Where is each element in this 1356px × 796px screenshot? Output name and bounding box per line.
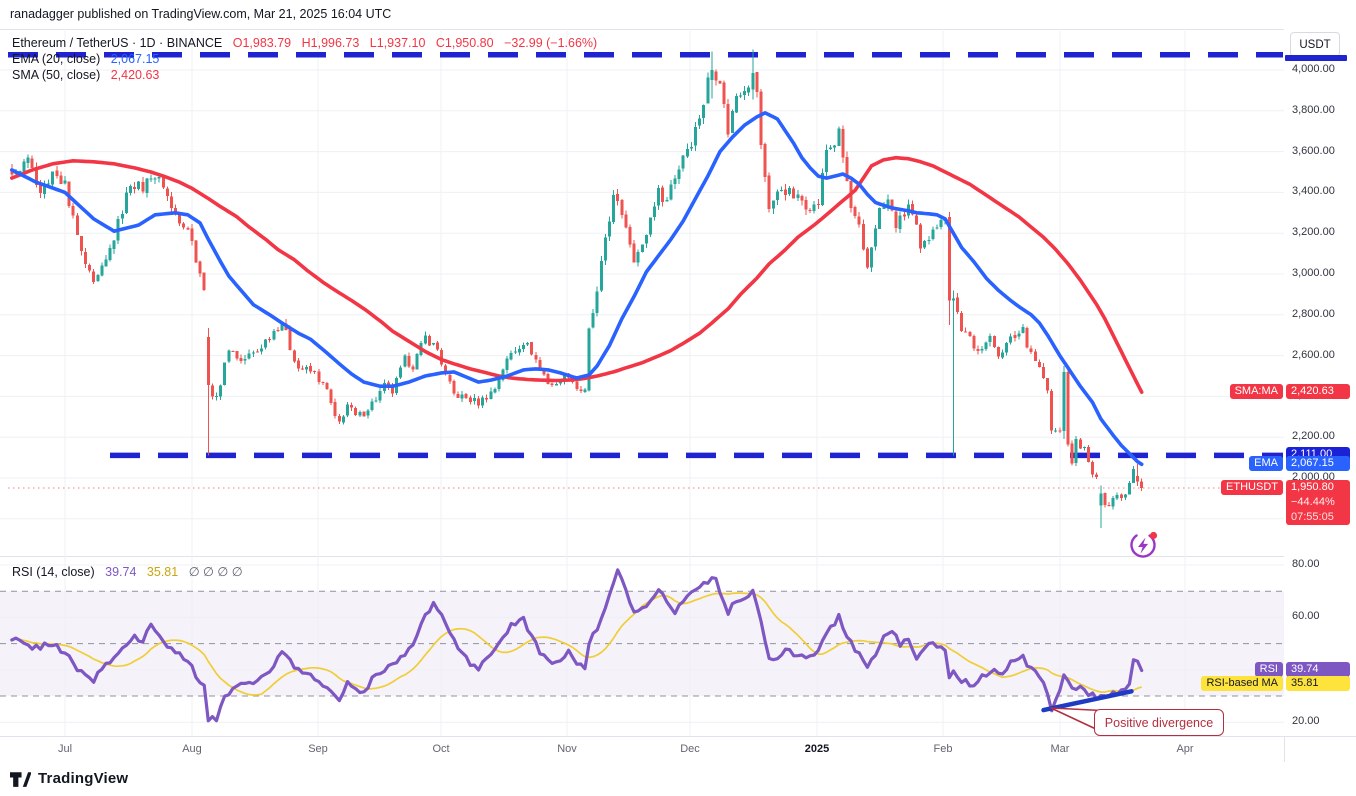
time-axis-label: Aug xyxy=(182,743,202,755)
rsi-chart-canvas[interactable] xyxy=(0,556,1284,736)
resistance-axis-marker xyxy=(1285,55,1347,61)
time-axis-label: 2025 xyxy=(804,743,830,755)
price-axis-label: 3,200.00 xyxy=(1292,226,1335,239)
price-axis-label: 2,000.00 xyxy=(1292,471,1335,483)
ema-axis-value-chip: 2,067.15 xyxy=(1286,456,1350,472)
watermark-text: TradingView xyxy=(38,770,129,787)
top-border xyxy=(0,29,1356,30)
price-axis-label: 2,600.00 xyxy=(1292,348,1335,361)
candle-countdown: 07:55:05 xyxy=(1291,511,1334,524)
rsi-line[interactable] xyxy=(10,568,1144,723)
last-price-change: −44.44% xyxy=(1291,496,1335,509)
price-axis-label: 3,400.00 xyxy=(1292,185,1335,198)
time-axis-label: Nov xyxy=(557,743,577,755)
lightning-marker-icon[interactable] xyxy=(1126,526,1162,562)
time-axis-label: Sep xyxy=(308,743,328,755)
price-axis-label: 4,000.00 xyxy=(1292,63,1335,75)
sma-axis-value-chip: 2,420.63 xyxy=(1286,384,1350,400)
currency-button[interactable]: USDT xyxy=(1290,32,1340,57)
tradingview-logo-icon xyxy=(10,772,31,787)
pane-separator[interactable] xyxy=(0,556,1284,557)
tradingview-watermark[interactable]: TradingView xyxy=(10,768,128,789)
time-axis-label: Oct xyxy=(432,743,450,755)
time-axis-label: Apr xyxy=(1176,743,1194,755)
price-axis-label: 2,200.00 xyxy=(1292,430,1335,443)
rsi-ma-label-chip: RSI-based MA xyxy=(1201,675,1283,691)
rsi-axis-label: 20.00 xyxy=(1292,715,1320,728)
price-axis-label: 3,000.00 xyxy=(1292,267,1335,279)
divergence-trendline[interactable] xyxy=(1041,689,1134,713)
rsi-axis-value-chip: 39.74 xyxy=(1286,662,1350,678)
ema-line-label-chip: EMA xyxy=(1249,456,1283,472)
symbol-label-chip: ETHUSDT xyxy=(1221,480,1283,496)
time-axis-label: Jul xyxy=(57,743,73,755)
grid-lines xyxy=(0,29,1284,556)
time-axis-label: Mar xyxy=(1050,743,1070,755)
price-axis-label: 2,800.00 xyxy=(1292,307,1335,320)
price-axis-label: 3,800.00 xyxy=(1292,103,1335,116)
last-price-value: 1,950.80 xyxy=(1291,481,1334,494)
price-chart-canvas[interactable] xyxy=(0,29,1284,556)
sma-line-label-chip: SMA:MA xyxy=(1229,384,1283,400)
rsi-ma-line[interactable] xyxy=(11,592,1142,696)
positive-divergence-callout[interactable]: Positive divergence xyxy=(1094,709,1224,736)
time-axis-separator xyxy=(0,736,1356,737)
price-axis-label: 3,600.00 xyxy=(1292,144,1335,157)
ema-20-line[interactable] xyxy=(10,111,1144,467)
rsi-axis-label: 60.00 xyxy=(1292,610,1320,623)
rsi-line-label-chip: RSI xyxy=(1254,662,1283,678)
attribution-text: ranadagger published on TradingView.com,… xyxy=(10,7,392,21)
rsi-axis-label: 80.00 xyxy=(1292,558,1320,570)
candlestick-series xyxy=(10,49,1144,529)
last-price-axis-chip: 1,950.80 −44.44% 07:55:05 xyxy=(1286,480,1350,526)
time-axis-label: Dec xyxy=(680,743,700,755)
price-axis[interactable]: USDT 4,000.00 3,800.00 3,600.00 3,400.00 3,2… xyxy=(1284,29,1356,736)
rsi-ma-axis-value-chip: 35.81 xyxy=(1286,675,1350,691)
time-axis-label: Feb xyxy=(933,743,953,755)
